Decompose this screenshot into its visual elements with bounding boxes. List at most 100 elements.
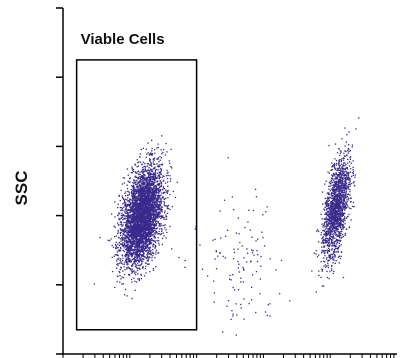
data-point [145, 192, 147, 195]
data-point [133, 236, 135, 238]
data-point [140, 233, 142, 236]
data-point [138, 240, 140, 242]
data-point [134, 163, 136, 165]
data-point [347, 162, 349, 164]
data-point [154, 149, 156, 151]
data-point [111, 213, 113, 215]
data-point [344, 162, 346, 164]
data-point [143, 209, 146, 211]
data-point [326, 208, 328, 210]
data-point [148, 187, 150, 189]
data-point [134, 202, 136, 204]
data-point [119, 249, 121, 251]
data-point [142, 244, 144, 246]
data-point [159, 225, 162, 227]
data-point [146, 199, 148, 201]
data-point [148, 208, 151, 210]
data-point [135, 217, 137, 219]
data-point [156, 232, 158, 234]
data-point [141, 193, 143, 196]
data-point [349, 179, 351, 182]
data-point [149, 187, 151, 189]
data-point [134, 245, 136, 247]
data-point [154, 232, 156, 234]
data-point [120, 267, 122, 269]
data-point [130, 185, 133, 187]
data-point [132, 197, 134, 199]
data-point [144, 230, 146, 232]
data-point [128, 227, 130, 229]
data-point [129, 209, 132, 211]
data-point [166, 205, 168, 207]
data-point [132, 217, 134, 220]
data-point [132, 221, 135, 223]
data-point [153, 193, 155, 195]
data-point [146, 194, 148, 196]
data-point [141, 262, 143, 265]
data-point [152, 161, 154, 163]
data-point [167, 185, 169, 187]
data-point [125, 240, 127, 243]
data-point [119, 262, 121, 264]
data-point [154, 240, 156, 242]
data-point [149, 209, 151, 212]
data-point [113, 255, 115, 257]
data-point [337, 163, 339, 165]
data-point [132, 216, 134, 218]
data-point [119, 269, 121, 271]
data-point [327, 203, 329, 205]
data-point [144, 182, 146, 184]
data-point [137, 245, 139, 247]
data-point [154, 221, 157, 223]
data-point [93, 283, 95, 285]
data-point [126, 219, 128, 221]
data-point [131, 242, 133, 244]
data-point [342, 159, 345, 161]
data-point [134, 213, 136, 215]
data-point [158, 206, 160, 209]
data-point [126, 204, 128, 206]
data-point [117, 229, 119, 232]
data-point [127, 190, 129, 192]
data-point [138, 234, 140, 236]
data-point [123, 233, 125, 235]
data-point [149, 189, 151, 192]
data-point [132, 215, 134, 217]
data-point [138, 245, 140, 247]
data-point [128, 259, 130, 261]
data-point [139, 230, 141, 233]
data-point [331, 245, 333, 247]
data-point [165, 216, 167, 218]
data-point [127, 236, 129, 239]
data-point [155, 202, 157, 204]
data-point [148, 240, 150, 242]
data-point [151, 235, 153, 237]
data-point [139, 201, 141, 203]
data-point [144, 163, 146, 165]
data-point [153, 181, 155, 183]
data-point [139, 209, 141, 211]
data-point [148, 230, 151, 233]
data-point [155, 219, 157, 221]
data-point [134, 201, 137, 204]
data-point [147, 259, 149, 261]
data-point [159, 180, 161, 182]
data-point [151, 224, 153, 226]
data-point [147, 226, 149, 229]
data-point [121, 276, 123, 278]
data-point [142, 240, 144, 242]
data-point [341, 173, 344, 175]
data-point [139, 229, 141, 231]
data-point [338, 189, 340, 191]
data-point [114, 286, 116, 289]
data-point [115, 267, 118, 269]
data-point [158, 225, 160, 227]
data-point [142, 221, 145, 223]
data-point [158, 195, 160, 198]
data-point [143, 217, 145, 220]
data-point [137, 191, 140, 193]
data-point [136, 234, 139, 236]
data-point [145, 257, 148, 259]
data-point [333, 270, 335, 273]
data-point [161, 237, 164, 240]
